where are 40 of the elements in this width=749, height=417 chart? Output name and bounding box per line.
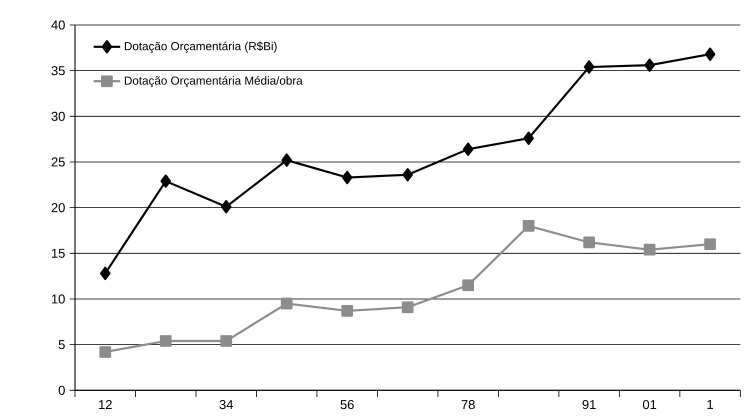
point: [280, 298, 293, 310]
point: [583, 236, 595, 248]
point: [523, 132, 534, 145]
point: [99, 346, 112, 358]
x-tick-label: 12: [99, 400, 112, 409]
point: [342, 170, 352, 184]
point: [704, 48, 716, 61]
x-tick-label: 01: [642, 400, 656, 410]
legend-label: Dotação Orçamentária (R$Bi): [124, 42, 277, 53]
point: [160, 335, 172, 347]
y-tick-label: 35: [51, 66, 65, 76]
point: [220, 200, 232, 214]
y-tick-label: 5: [58, 340, 65, 350]
point: [402, 301, 414, 314]
y-tick-label: 30: [51, 112, 65, 121]
y-tick-label: 40: [51, 20, 65, 30]
point: [281, 153, 292, 167]
point: [160, 174, 172, 188]
point: [341, 304, 354, 317]
point: [644, 244, 656, 256]
point: [100, 266, 111, 280]
x-tick-label: 91: [582, 400, 596, 410]
point: [220, 335, 232, 347]
y-tick-label: 0: [58, 386, 65, 395]
y-tick-label: 15: [52, 248, 65, 258]
point: [402, 168, 413, 182]
point: [462, 279, 474, 292]
point: [704, 238, 716, 250]
x-tick-label: 78: [462, 400, 475, 410]
x-tick-label: 34: [220, 400, 234, 410]
point: [644, 58, 655, 72]
x-tick-label: 1: [707, 400, 714, 409]
y-tick-label: 20: [52, 203, 65, 212]
legend-label: Dotação Orçamentária Média/obra: [124, 76, 303, 88]
point: [584, 60, 594, 74]
point: [522, 220, 535, 232]
y-tick-label: 10: [52, 294, 65, 304]
x-tick-label: 56: [340, 400, 354, 410]
y-tick-label: 25: [52, 157, 65, 167]
point: [462, 142, 474, 156]
